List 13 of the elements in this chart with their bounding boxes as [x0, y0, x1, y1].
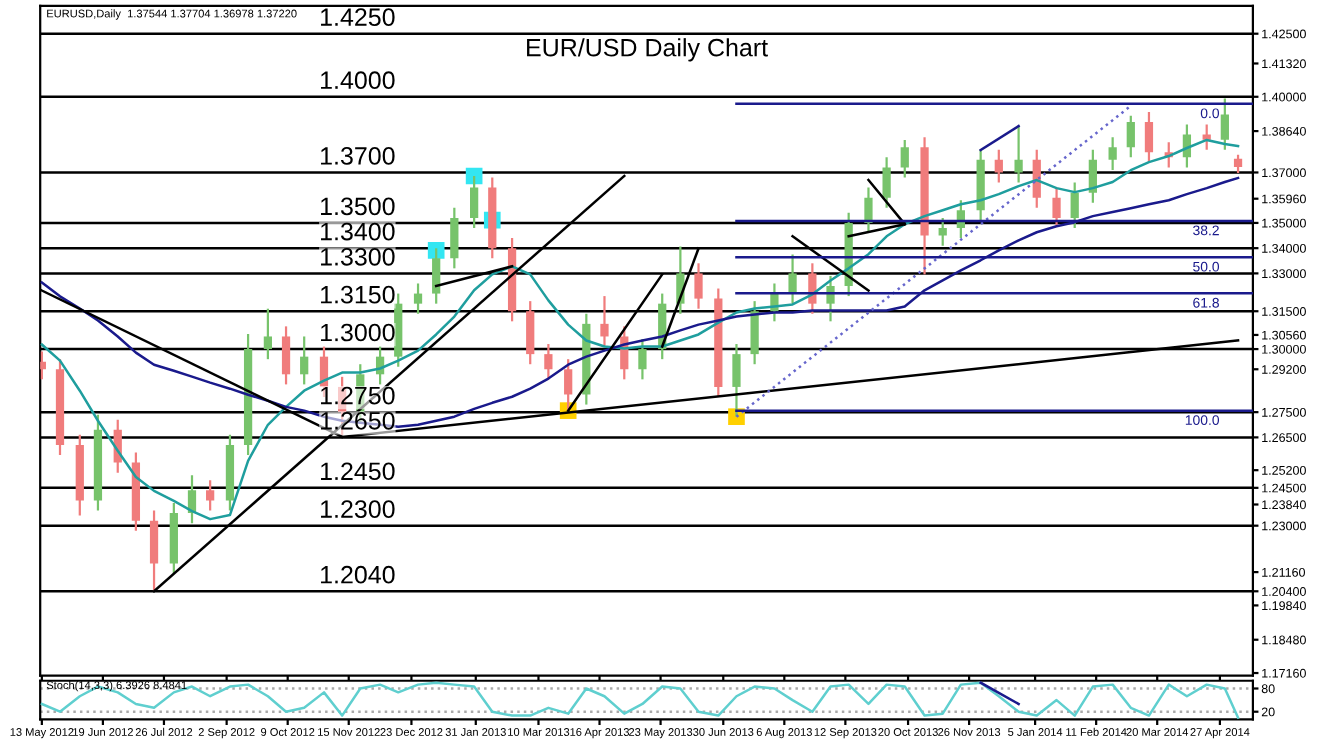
- ref-line-label: 1.2300: [321, 500, 395, 518]
- ref-line-label: 1.2750: [321, 386, 395, 405]
- ref-line-label: 1.3400: [321, 222, 395, 241]
- ref-line-label: 1.4250: [321, 8, 395, 26]
- ref-line-label: 1.3300: [321, 247, 395, 266]
- ref-line-label: 1.2450: [321, 462, 395, 481]
- ref-line-label: 1.3700: [321, 147, 395, 165]
- ref-line-label: 1.3150: [321, 285, 395, 304]
- text: EUR/USD Daily Chart: [527, 38, 768, 62]
- ref-line-label: 1.2040: [321, 565, 395, 584]
- ref-line-label: 1.3000: [321, 323, 395, 342]
- ref-line-label: 1.4000: [321, 71, 395, 90]
- ref-line-label: 1.3500: [321, 197, 395, 216]
